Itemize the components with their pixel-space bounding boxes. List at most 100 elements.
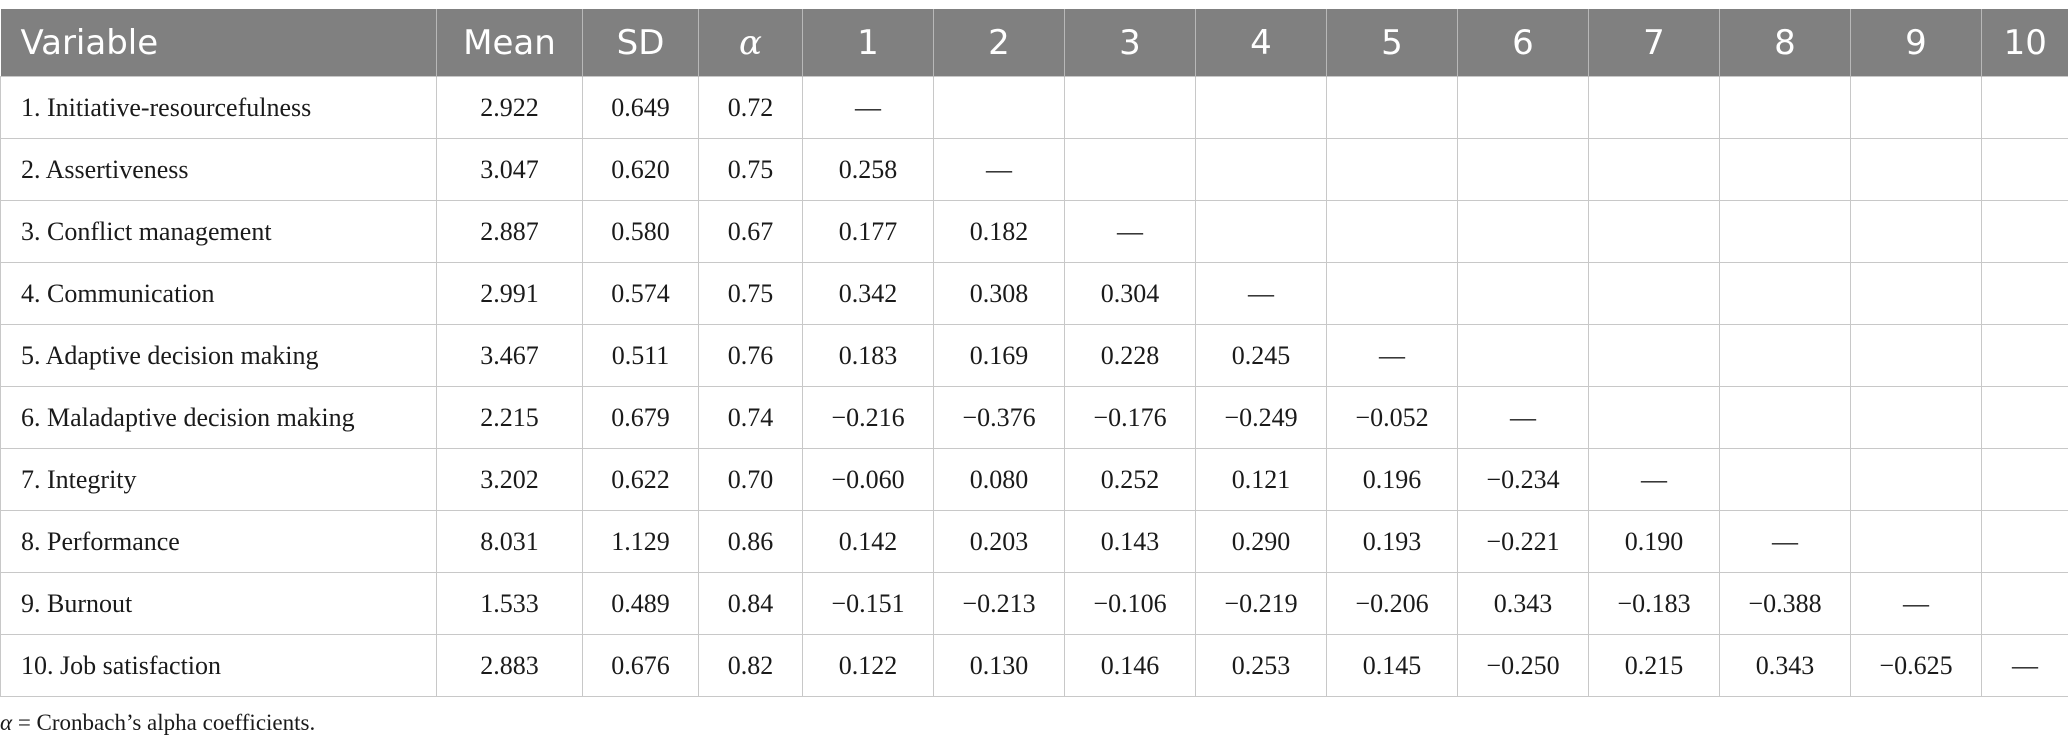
table-row: 9. Burnout 1.533 0.489 0.84 −0.151 −0.213 −0.1… [0, 572, 2068, 635]
table-cell: 0.74 [698, 386, 803, 449]
variable-name-cell: 5. Adaptive decision making [0, 324, 437, 387]
table-cell [1588, 76, 1720, 139]
table-cell: — [933, 138, 1065, 201]
table-cell: −0.216 [802, 386, 934, 449]
variable-name-cell: 8. Performance [0, 510, 437, 573]
table-cell [1719, 200, 1851, 263]
header-row: Variable Mean SD α 1 2 3 4 5 6 7 8 9 10 [0, 9, 2068, 77]
table-cell: 0.622 [582, 448, 699, 511]
table-cell [1719, 76, 1851, 139]
column-header: α [698, 9, 803, 77]
table-cell [1850, 76, 1982, 139]
column-header: 10 [1981, 9, 2068, 77]
table-cell: 0.72 [698, 76, 803, 139]
column-header: 3 [1064, 9, 1196, 77]
table-cell: −0.219 [1195, 572, 1327, 635]
variable-name-cell: 7. Integrity [0, 448, 437, 511]
table-cell: 0.193 [1326, 510, 1458, 573]
table-cell [1981, 324, 2068, 387]
table-cell: 2.887 [436, 200, 583, 263]
table-cell: −0.250 [1457, 634, 1589, 697]
variable-name-cell: 3. Conflict management [0, 200, 437, 263]
table-cell: 0.142 [802, 510, 934, 573]
table-cell: 0.252 [1064, 448, 1196, 511]
table-cell: 0.86 [698, 510, 803, 573]
table-cell [1719, 138, 1851, 201]
table-cell [1850, 448, 1982, 511]
table-cell: 0.679 [582, 386, 699, 449]
variable-name-cell: 9. Burnout [0, 572, 437, 635]
table-cell [1457, 324, 1589, 387]
table-cell: 0.215 [1588, 634, 1720, 697]
footnote-text: = Cronbach’s alpha coefficients. [12, 710, 316, 735]
table-cell: −0.249 [1195, 386, 1327, 449]
table-cell: — [1326, 324, 1458, 387]
table-cell: 0.145 [1326, 634, 1458, 697]
table-cell: 0.511 [582, 324, 699, 387]
table-cell [1457, 200, 1589, 263]
table-cell: 0.82 [698, 634, 803, 697]
variable-name-cell: 10. Job satisfaction [0, 634, 437, 697]
table-row: 2. Assertiveness 3.047 0.620 0.75 0.258— [0, 138, 2068, 201]
table-cell [1064, 138, 1196, 201]
table-cell: 0.343 [1719, 634, 1851, 697]
table-cell [1981, 200, 2068, 263]
table-cell: 0.580 [582, 200, 699, 263]
table-cell [1850, 200, 1982, 263]
table-body: 1. Initiative-resourcefulness 2.922 0.649 0… [0, 76, 2068, 697]
table-cell [1326, 138, 1458, 201]
table-cell: 0.75 [698, 262, 803, 325]
table-cell [1326, 262, 1458, 325]
table-cell: 0.130 [933, 634, 1065, 697]
table-cell: 0.258 [802, 138, 934, 201]
table-cell: 0.574 [582, 262, 699, 325]
table-cell: −0.176 [1064, 386, 1196, 449]
table-footnote: α = Cronbach’s alpha coefficients. [0, 710, 315, 736]
table-cell: 0.76 [698, 324, 803, 387]
column-header: 9 [1850, 9, 1982, 77]
table-cell: 0.080 [933, 448, 1065, 511]
table-cell: 0.183 [802, 324, 934, 387]
table-row: 4. Communication 2.991 0.574 0.75 0.342 0.308… [0, 262, 2068, 325]
table-cell [1588, 386, 1720, 449]
table-cell: 0.84 [698, 572, 803, 635]
table-cell: 0.122 [802, 634, 934, 697]
table-row: 3. Conflict management 2.887 0.580 0.67 0.17… [0, 200, 2068, 263]
table-cell [1850, 262, 1982, 325]
table-cell: 3.467 [436, 324, 583, 387]
table-cell: 2.922 [436, 76, 583, 139]
table-cell: −0.052 [1326, 386, 1458, 449]
table-row: 10. Job satisfaction 2.883 0.676 0.82 0.122 0… [0, 634, 2068, 697]
table-cell: −0.221 [1457, 510, 1589, 573]
table-row: 5. Adaptive decision making 3.467 0.511 0.7… [0, 324, 2068, 387]
column-header: 8 [1719, 9, 1851, 77]
table-cell: 0.75 [698, 138, 803, 201]
table-cell: −0.106 [1064, 572, 1196, 635]
table-cell: −0.234 [1457, 448, 1589, 511]
table-cell: 0.489 [582, 572, 699, 635]
column-header: Mean [436, 9, 583, 77]
table-cell [1719, 448, 1851, 511]
table-row: 1. Initiative-resourcefulness 2.922 0.649 0… [0, 76, 2068, 139]
table-cell: 0.169 [933, 324, 1065, 387]
table-cell: 0.304 [1064, 262, 1196, 325]
table-cell: 0.70 [698, 448, 803, 511]
column-header: 5 [1326, 9, 1458, 77]
table-cell: 2.883 [436, 634, 583, 697]
table-cell [1981, 572, 2068, 635]
table-cell: 8.031 [436, 510, 583, 573]
table-cell: 0.649 [582, 76, 699, 139]
table-cell: 0.196 [1326, 448, 1458, 511]
table-cell [1588, 262, 1720, 325]
table-cell: — [1719, 510, 1851, 573]
table-cell: 0.190 [1588, 510, 1720, 573]
correlation-table: Variable Mean SD α 1 2 3 4 5 6 7 8 9 10 1. Initiative… [0, 9, 2068, 697]
table-cell: 0.245 [1195, 324, 1327, 387]
table-cell: 2.215 [436, 386, 583, 449]
table-cell [1457, 76, 1589, 139]
table-cell: 0.143 [1064, 510, 1196, 573]
alpha-symbol: α [0, 710, 13, 735]
table-row: 7. Integrity 3.202 0.622 0.70 −0.060 0.080 0.2… [0, 448, 2068, 511]
variable-name-cell: 4. Communication [0, 262, 437, 325]
table-cell [1326, 200, 1458, 263]
